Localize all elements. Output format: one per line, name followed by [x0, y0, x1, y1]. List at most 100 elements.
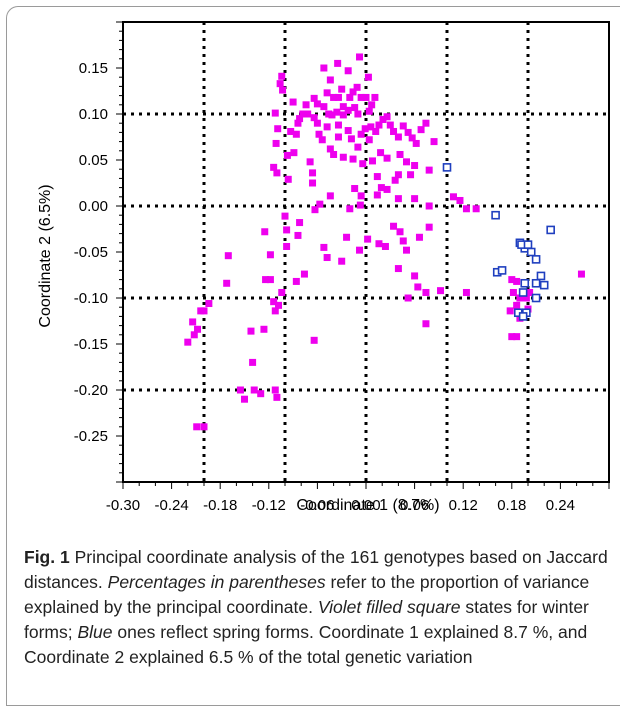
spring-form-point	[442, 163, 452, 172]
x-tick-label: 0.18	[497, 497, 526, 514]
winter-form-point	[399, 122, 407, 130]
y-tick-label: 0.05	[79, 152, 108, 169]
winter-form-point	[364, 73, 372, 81]
winter-form-point	[261, 228, 269, 236]
spring-form-point	[526, 247, 536, 257]
winter-form-point	[274, 125, 282, 133]
y-tick-label: 0.15	[79, 60, 108, 77]
winter-form-point	[281, 212, 289, 220]
winter-form-point	[283, 226, 291, 234]
spring-form-point	[520, 278, 530, 288]
winter-form-point	[377, 184, 385, 192]
x-tick-label: 0.00	[351, 497, 380, 514]
winter-form-point	[200, 423, 208, 431]
y-tick-label: 0.10	[79, 106, 108, 123]
winter-form-point	[357, 93, 365, 101]
winter-form-point	[351, 104, 359, 112]
caption-text-2: refer to the proportion of variance expl…	[24, 572, 590, 617]
winter-form-point	[394, 265, 402, 273]
winter-form-point	[412, 139, 420, 147]
scatter-plot: -0.30 -0.24 -0.18 -0.12 -0.06 0.00 0.06 0.12 0.1…	[37, 21, 610, 514]
winter-form-point	[394, 195, 402, 203]
winter-form-point	[197, 307, 205, 315]
y-tick-label: -0.25	[74, 428, 108, 445]
spring-form-point	[531, 278, 541, 288]
winter-form-point	[236, 386, 244, 394]
winter-form-point	[390, 127, 398, 135]
winter-form-point	[194, 325, 202, 333]
winter-form-point	[334, 93, 342, 101]
winter-form-point	[509, 288, 517, 296]
winter-form-point	[365, 136, 373, 144]
winter-form-point	[437, 287, 445, 295]
winter-form-point	[284, 175, 292, 183]
figure-caption: Fig. 1 Principal coordinate analysis of …	[24, 545, 609, 670]
winter-form-point	[326, 76, 334, 84]
winter-form-point	[266, 251, 274, 259]
winter-form-point	[306, 158, 314, 166]
winter-form-point	[338, 85, 346, 93]
winter-form-point	[347, 135, 355, 143]
winter-form-point	[346, 93, 354, 101]
caption-figure-label: Fig. 1	[24, 547, 70, 567]
winter-form-point	[205, 300, 213, 308]
plot-area-border	[122, 21, 610, 483]
winter-form-point	[313, 119, 321, 127]
winter-form-point	[278, 288, 286, 296]
winter-form-point	[190, 331, 198, 339]
winter-form-point	[300, 270, 308, 278]
winter-form-point	[391, 176, 399, 184]
winter-form-point	[287, 127, 295, 135]
winter-form-point	[357, 130, 365, 138]
winter-form-point	[334, 133, 342, 141]
winter-form-point	[299, 110, 307, 118]
winter-form-point	[320, 64, 328, 72]
winter-form-point	[404, 128, 412, 136]
winter-form-point	[383, 113, 391, 121]
y-tick-label: -0.05	[74, 244, 108, 261]
caption-italic-3: Blue	[77, 622, 113, 642]
winter-form-point	[323, 254, 331, 262]
winter-form-point	[343, 233, 351, 241]
winter-form-point	[346, 205, 354, 213]
winter-form-point	[351, 185, 359, 193]
winter-form-point	[292, 130, 300, 138]
winter-form-point	[338, 257, 346, 265]
winter-form-point	[320, 243, 328, 251]
winter-form-point	[356, 246, 364, 254]
winter-form-point	[368, 157, 376, 165]
winter-form-point	[354, 110, 362, 118]
winter-form-point	[362, 93, 370, 101]
winter-form-point	[184, 338, 192, 346]
winter-form-point	[354, 143, 362, 151]
winter-form-point	[189, 318, 197, 326]
winter-form-point	[320, 103, 328, 111]
winter-form-point	[296, 115, 304, 123]
winter-form-point	[377, 149, 385, 157]
winter-form-point	[375, 121, 383, 129]
winter-form-point	[339, 153, 347, 161]
winter-form-point	[449, 193, 457, 201]
caption-text-4: ones reflect spring forms. Coordinate 1 …	[24, 622, 588, 667]
winter-form-point	[394, 133, 402, 141]
spring-form-point	[497, 266, 507, 275]
winter-form-point	[316, 200, 324, 208]
caption-text-1: Principal coordinate analysis of the 161…	[24, 547, 608, 592]
winter-form-point	[318, 136, 326, 144]
winter-form-point	[334, 121, 342, 129]
spring-form-point	[531, 293, 541, 303]
winter-form-point	[271, 307, 279, 315]
winter-form-point	[349, 88, 357, 96]
winter-form-point	[271, 109, 279, 117]
winter-form-point	[373, 173, 381, 181]
winter-form-point	[430, 138, 438, 146]
winter-form-point	[260, 325, 268, 333]
figure-frame	[6, 6, 620, 706]
winter-form-point	[365, 107, 373, 115]
winter-form-point	[292, 277, 300, 285]
spring-form-point	[491, 210, 500, 220]
winter-form-point	[334, 59, 342, 67]
winter-form-point	[309, 179, 317, 187]
winter-form-point	[422, 320, 430, 328]
winter-form-point	[394, 171, 402, 179]
